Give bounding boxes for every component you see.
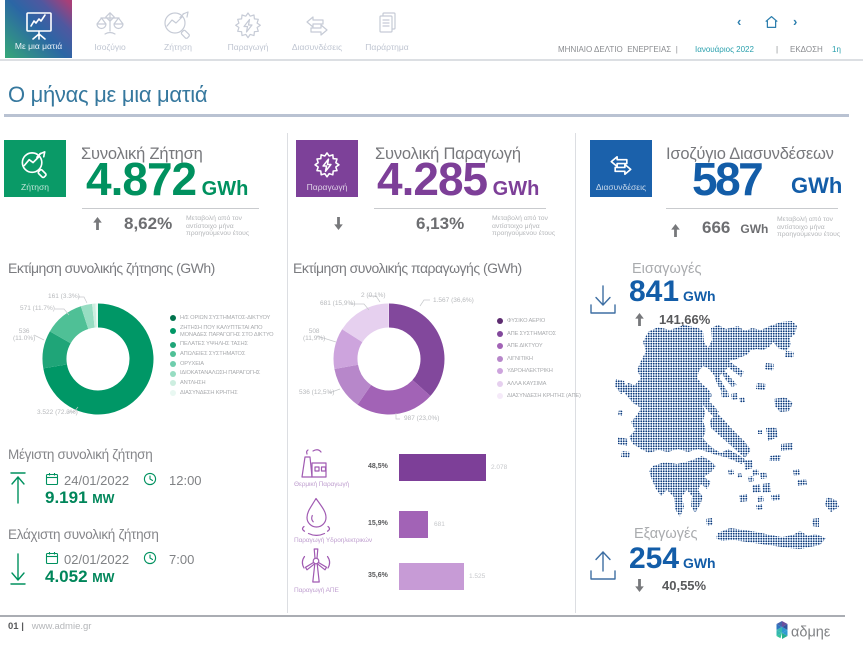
svg-text:αδμηε: αδμηε [791, 625, 831, 641]
